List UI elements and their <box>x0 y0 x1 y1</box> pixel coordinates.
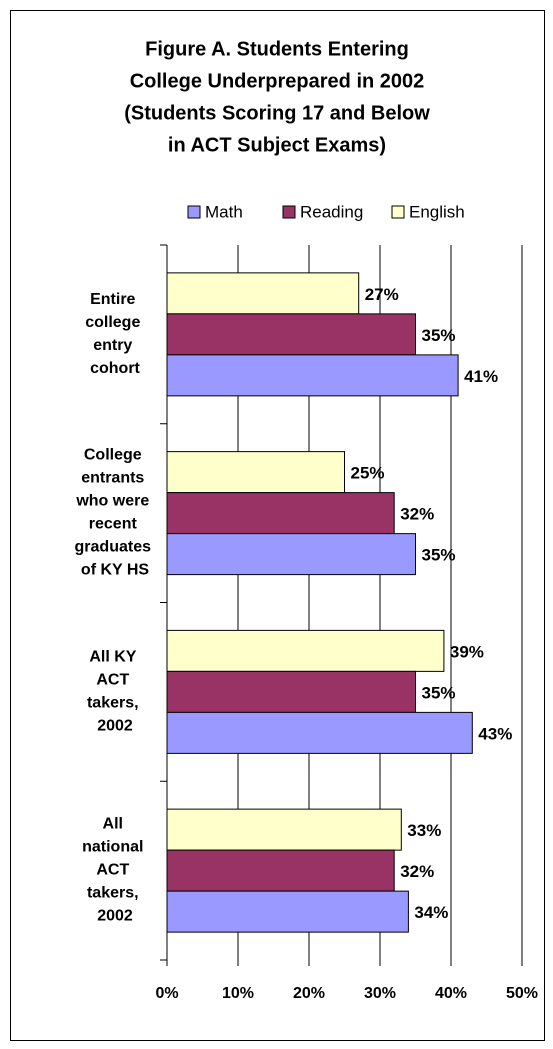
x-tick-label: 40% <box>435 985 467 1002</box>
chart-title: (Students Scoring 17 and Below <box>124 102 430 124</box>
category-line: ACT <box>96 862 133 879</box>
category-line: entrants <box>81 470 149 487</box>
category-line: who were <box>75 493 153 510</box>
bar <box>166 451 345 494</box>
category-line: takers, <box>87 695 143 712</box>
category-line: ACT <box>96 672 133 689</box>
bar <box>166 670 416 713</box>
data-label: 35% <box>422 546 456 565</box>
bar <box>166 313 416 356</box>
chart-title: Figure A. Students Entering <box>145 38 409 60</box>
bar <box>166 629 445 672</box>
data-label: 32% <box>400 505 434 524</box>
category-line: All <box>103 816 128 833</box>
category-label: Entire college entry cohort <box>85 291 145 377</box>
bar <box>166 890 409 933</box>
category-line: takers, <box>87 885 143 902</box>
data-label: 35% <box>422 683 456 702</box>
bar <box>166 533 416 576</box>
data-label: 33% <box>407 821 441 840</box>
legend-label: Reading <box>300 202 363 221</box>
data-label: 27% <box>365 285 399 304</box>
data-label: 34% <box>414 903 448 922</box>
category-line: College <box>84 447 146 464</box>
bar <box>166 354 459 397</box>
category-label: All KY ACT takers, 2002 <box>87 649 143 735</box>
bar <box>166 272 360 315</box>
data-label: 43% <box>478 724 512 743</box>
category-line: recent <box>89 516 141 533</box>
legend-swatch <box>282 205 296 219</box>
category-line: of KY HS <box>81 562 149 579</box>
x-tick-label: 0% <box>155 985 178 1002</box>
category-line: cohort <box>90 360 140 377</box>
category-line: 2002 <box>97 908 133 925</box>
legend-swatch <box>391 205 405 219</box>
category-line: Entire <box>90 291 140 308</box>
bar <box>166 808 402 851</box>
legend-label: English <box>409 202 465 221</box>
x-tick-label: 20% <box>293 985 325 1002</box>
category-label: College entrants who were recent graduat… <box>75 447 156 579</box>
x-tick-label: 30% <box>364 985 396 1002</box>
data-label: 39% <box>450 642 484 661</box>
chart-title: in ACT Subject Exams) <box>168 134 386 156</box>
bar <box>166 711 473 754</box>
category-line: college <box>85 314 145 331</box>
data-label: 35% <box>422 326 456 345</box>
bar <box>166 492 395 535</box>
category-line: All KY <box>89 649 140 666</box>
legend-swatch <box>187 205 201 219</box>
x-tick-label: 50% <box>506 985 538 1002</box>
legend-label: Math <box>205 202 243 221</box>
bar <box>166 849 395 892</box>
data-label: 25% <box>351 464 385 483</box>
category-label: All national ACT takers, 2002 <box>82 816 148 925</box>
data-label: 41% <box>464 367 498 386</box>
category-line: 2002 <box>97 718 133 735</box>
category-line: entry <box>93 337 137 354</box>
category-line: national <box>82 839 148 856</box>
x-tick-label: 10% <box>222 985 254 1002</box>
category-line: graduates <box>75 539 156 556</box>
chart-title: College Underprepared in 2002 <box>130 70 425 92</box>
data-label: 32% <box>400 862 434 881</box>
